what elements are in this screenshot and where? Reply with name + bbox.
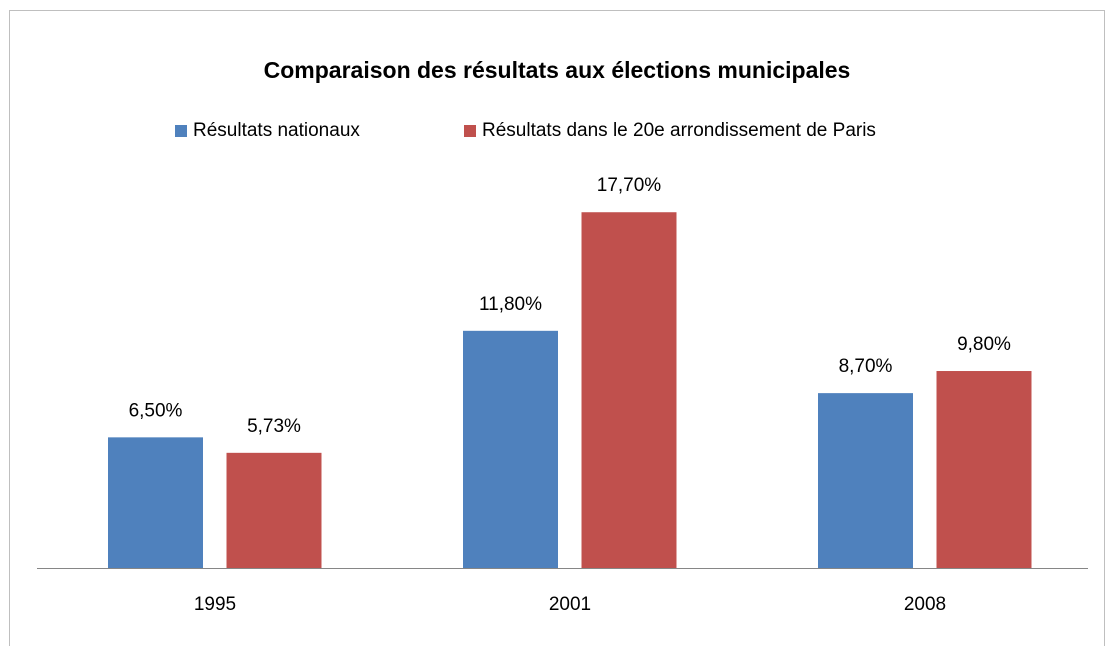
chart-title: Comparaison des résultats aux élections …: [264, 57, 851, 83]
legend-label: Résultats dans le 20e arrondissement de …: [482, 120, 876, 141]
data-label: 11,80%: [479, 294, 542, 315]
data-label: 8,70%: [839, 356, 893, 377]
bar: [108, 437, 203, 568]
chart-frame: [9, 10, 1105, 646]
bar: [936, 371, 1032, 568]
x-tick-label: 1995: [194, 594, 236, 615]
x-tick-label: 2008: [904, 594, 946, 615]
data-label: 6,50%: [129, 400, 183, 421]
data-label: 9,80%: [957, 334, 1011, 355]
bar: [818, 393, 913, 568]
legend-swatch: [464, 125, 476, 137]
bar: [581, 212, 677, 569]
legend-label: Résultats nationaux: [193, 120, 360, 141]
bar: [226, 452, 322, 568]
bar: [463, 330, 558, 568]
data-label: 17,70%: [597, 175, 662, 196]
data-label: 5,73%: [247, 416, 301, 437]
x-tick-label: 2001: [549, 594, 591, 615]
legend-swatch: [175, 125, 187, 137]
